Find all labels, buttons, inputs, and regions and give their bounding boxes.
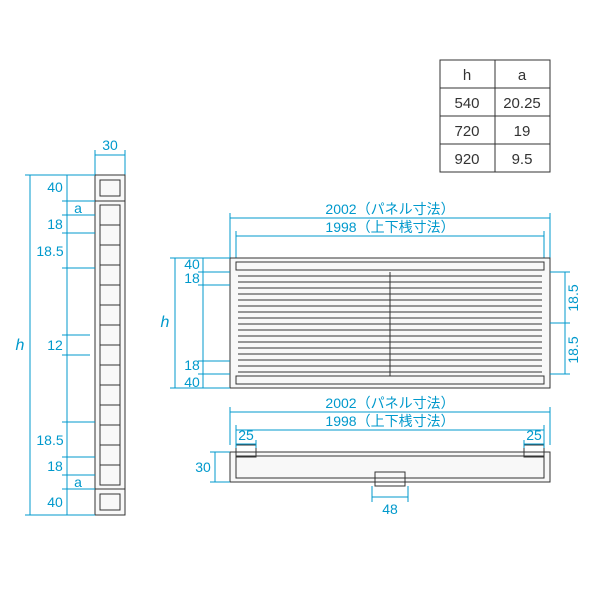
table-r1c0: 720 [454,123,479,140]
front-right-dims: 18.5 18.5 [550,272,581,374]
front-left-dims: 40 18 18 40 [184,256,230,390]
dim-185-b: 18.5 [36,432,63,448]
table-r2c1: 9.5 [512,151,533,168]
dim-48: 48 [382,501,398,517]
table-header-h: h [463,67,471,84]
table-r2c0: 920 [454,151,479,168]
dim-185-rb: 18.5 [565,336,581,363]
dim-30: 30 [195,459,211,475]
dim-185-rt: 18.5 [565,284,581,311]
dim-a-bot: a [74,474,82,490]
dim-frame-w-bot: 1998（上下桟寸法） [325,413,454,429]
dim-panel-w-top: 2002（パネル寸法） [325,201,454,217]
dim-185-a: 18.5 [36,243,63,259]
dimension-table: h a 540 20.25 720 19 920 9.5 [440,60,550,172]
table-r0c0: 540 [454,95,479,112]
table-header-a: a [518,67,527,84]
front-slats [238,272,542,376]
dim-f18b: 18 [184,357,200,373]
dim-18-bot: 18 [47,458,63,474]
dim-18-top: 18 [47,216,63,232]
dim-side-width: 30 [102,137,118,153]
dim-a-top: a [74,200,82,216]
side-left-dims: 40 a 18 18.5 12 18.5 18 a 40 [36,175,95,515]
dim-panel-w-bot: 2002（パネル寸法） [325,395,454,411]
dim-25r: 25 [526,427,542,443]
front-elevation: 2002（パネル寸法） 1998（上下桟寸法） [161,201,581,390]
front-h-label: h [161,314,170,331]
side-h-label: h [16,337,25,354]
dim-12: 12 [47,337,63,353]
dim-40-top: 40 [47,179,63,195]
table-r1c1: 19 [514,123,531,140]
plan-view: 2002（パネル寸法） 1998（上下桟寸法） 25 25 30 48 [195,395,550,517]
side-elevation: 30 [16,137,125,515]
dim-40-bot: 40 [47,494,63,510]
dim-25l: 25 [238,427,254,443]
table-r0c1: 20.25 [503,95,541,112]
dim-frame-w-top: 1998（上下桟寸法） [325,219,454,235]
dim-f18t: 18 [184,270,200,286]
